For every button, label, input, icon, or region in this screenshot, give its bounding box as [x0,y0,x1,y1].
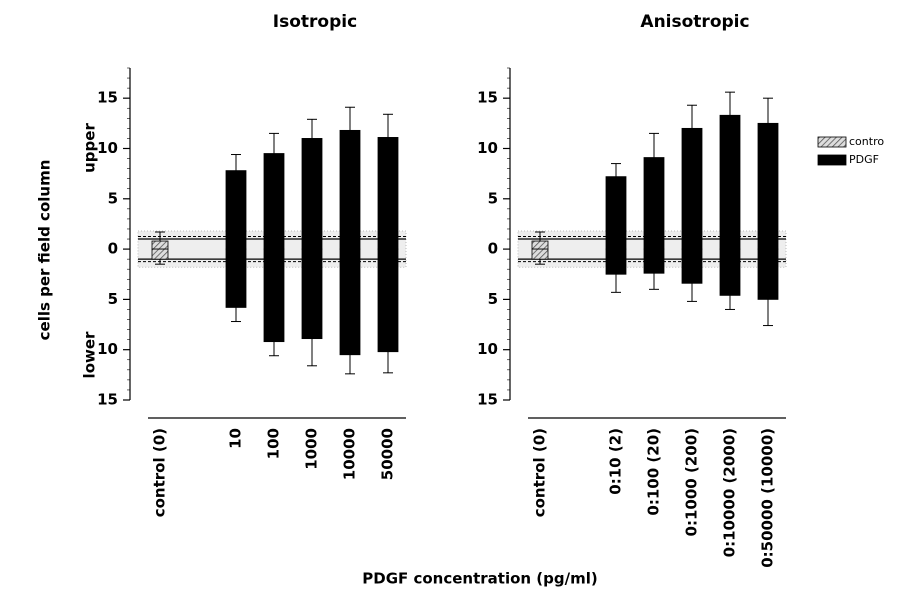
bar-upper [263,153,285,250]
bar-upper [339,129,361,250]
bar-lower [151,248,169,260]
upper-label: upper [81,123,99,173]
x-tick-label: control (0) [151,428,169,517]
x-axis-label: PDGF concentration (pg/ml) [362,570,598,588]
bar-lower [643,248,665,274]
bar-lower [719,248,741,296]
x-tick-label: 0:50000 (10000) [759,428,777,568]
y-tick-label: 0 [108,240,118,258]
y-tick-label: 15 [97,89,118,107]
bar-upper [531,240,549,250]
y-tick-label: 15 [477,89,498,107]
bar-upper [643,157,665,250]
lower-label: lower [81,331,99,378]
y-tick-label: 5 [108,189,118,207]
bar-lower [263,248,285,343]
y-tick-label: 10 [477,340,498,358]
y-axis-label: cells per field column [36,160,54,341]
bar-lower [605,248,627,275]
bar-lower [531,248,549,260]
x-tick-label: 0:10000 (2000) [721,428,739,557]
bar-upper [225,170,247,250]
bar-lower [757,248,779,300]
y-tick-label: 5 [488,290,498,308]
y-tick-label: 10 [97,340,118,358]
bar-upper [301,138,323,250]
bar-lower [377,248,399,353]
y-tick-label: 15 [477,391,498,409]
x-tick-label: 50000 [379,428,397,480]
x-tick-label: 1000 [303,428,321,470]
legend-label: PDGF [849,153,879,166]
x-tick-label: 0:1000 (200) [683,428,701,536]
bar-upper [151,240,169,250]
bar-upper [377,137,399,250]
x-tick-label: 10 [227,428,245,449]
bar-upper [605,176,627,250]
bar-upper [719,114,741,250]
legend-swatch [817,154,847,166]
y-tick-label: 5 [488,189,498,207]
x-tick-label: control (0) [531,428,549,517]
y-tick-label: 10 [477,139,498,157]
y-tick-label: 5 [108,290,118,308]
bar-lower [339,248,361,356]
y-tick-label: 0 [488,240,498,258]
x-tick-label: 0:100 (20) [645,428,663,516]
x-tick-label: 100 [265,428,283,459]
x-tick-label: 10000 [341,428,359,480]
legend-label: contro [849,135,884,148]
bar-lower [301,248,323,340]
x-tick-label: 0:10 (2) [607,428,625,495]
legend-swatch [817,136,847,148]
y-tick-label: 15 [97,391,118,409]
bar-lower [681,248,703,284]
panel-title: Anisotropic [640,12,749,32]
bar-upper [757,122,779,250]
bar-lower [225,248,247,308]
bar-upper [681,127,703,250]
y-tick-label: 10 [97,139,118,157]
panel-title: Isotropic [273,12,357,32]
